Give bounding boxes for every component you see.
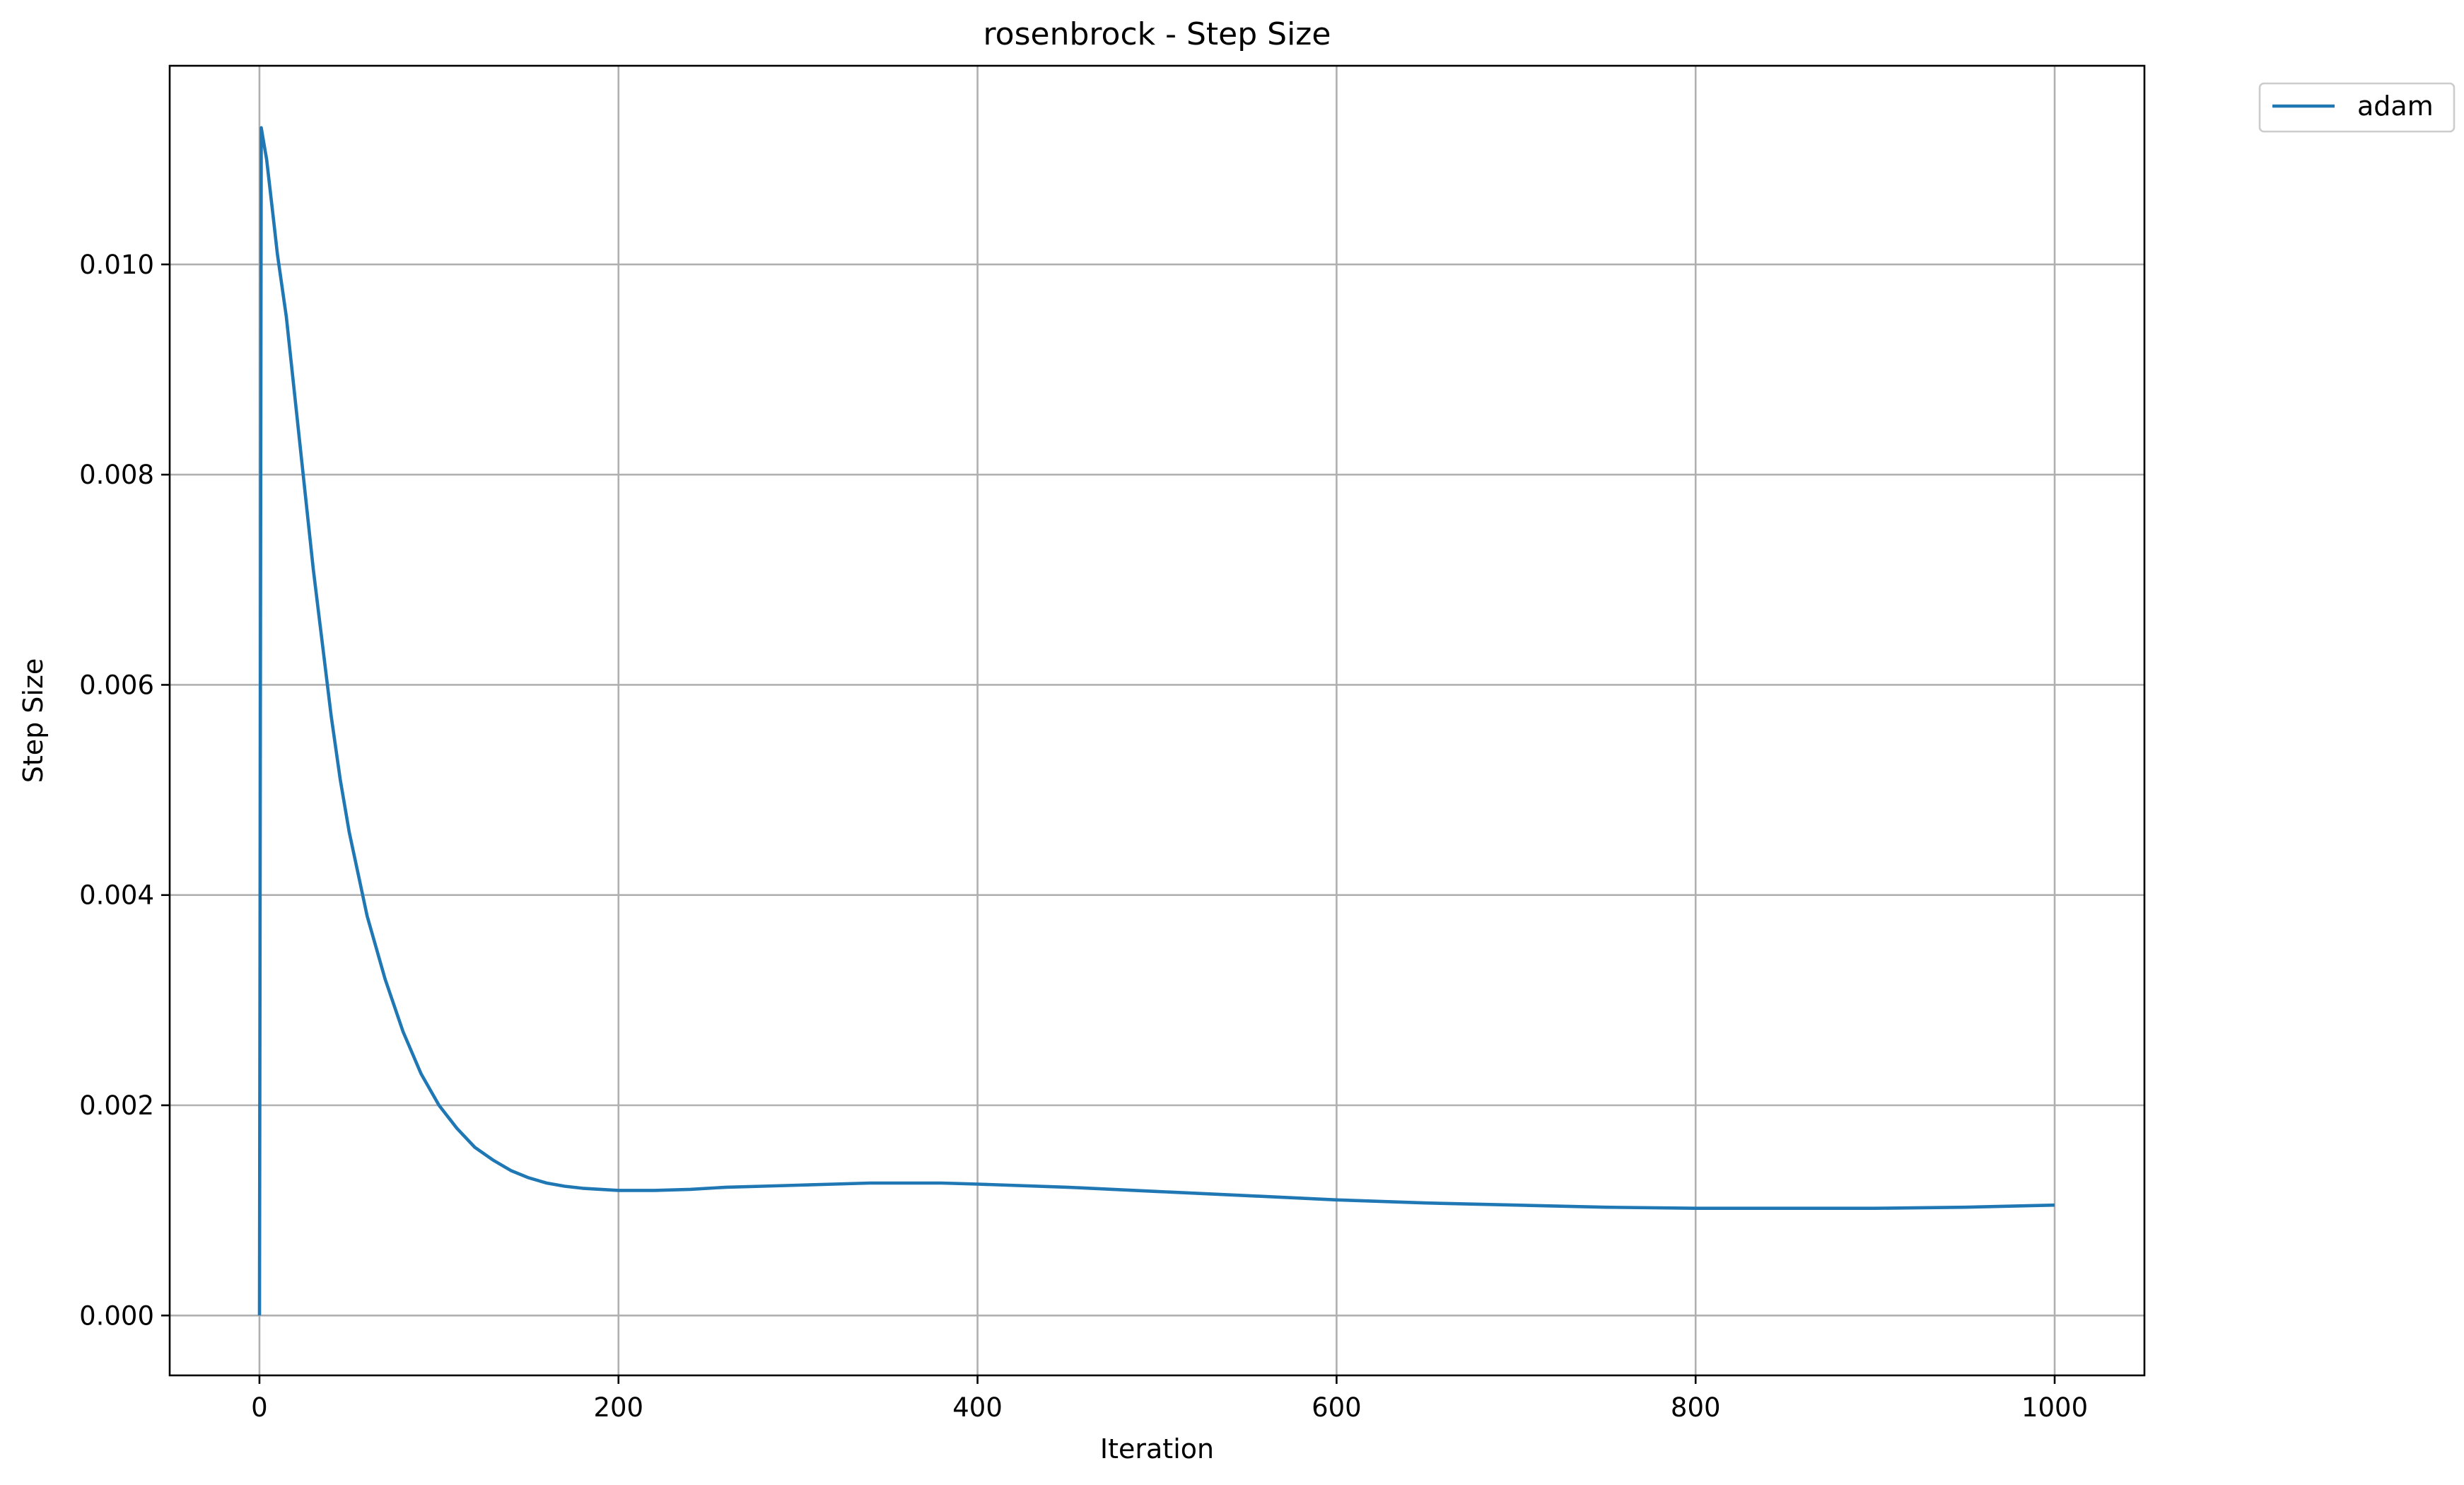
x-tick-label: 400	[952, 1392, 1003, 1423]
y-tick-label: 0.010	[79, 250, 154, 280]
y-tick-label: 0.004	[79, 880, 154, 911]
plot-frame	[168, 64, 2146, 1377]
legend: adam	[2258, 82, 2456, 133]
y-tick-label: 0.006	[79, 670, 154, 700]
series-line-adam	[257, 126, 2055, 1316]
chart-title: rosenbrock - Step Size	[983, 16, 1331, 52]
y-tick-label: 0.008	[79, 460, 154, 490]
x-tick-label: 800	[1671, 1392, 1721, 1423]
grid	[170, 66, 2144, 1375]
x-tick-label: 200	[593, 1392, 643, 1423]
x-tick-label: 0	[251, 1392, 268, 1423]
legend-label-adam: adam	[2357, 91, 2434, 122]
y-tick-label: 0.002	[79, 1090, 154, 1121]
x-tick-label: 600	[1312, 1392, 1362, 1423]
y-axis-label: Step Size	[18, 658, 49, 784]
y-tick-label: 0.000	[79, 1300, 154, 1331]
axis-ticks: 0 200 400 600 800 1000 0.000 0.002 0.004 0.006 0.0…	[79, 250, 2088, 1423]
x-axis-label: Iteration	[1100, 1433, 1214, 1464]
series-layer	[257, 126, 2055, 1316]
x-tick-label: 1000	[2021, 1392, 2088, 1423]
legend-box	[2258, 82, 2456, 133]
